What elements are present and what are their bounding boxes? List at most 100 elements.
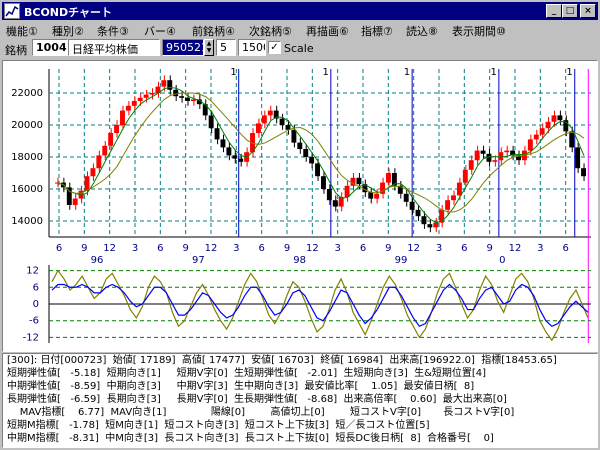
- candle-body: [332, 200, 338, 207]
- candle-body: [350, 177, 356, 186]
- toolbar: 銘柄 1004 日経平均株価 950521 ▲▼ 5 1500 ✓ Scale: [2, 38, 598, 58]
- moving-average-line: [57, 92, 585, 213]
- candle-body: [338, 197, 344, 207]
- indicator-line: [51, 269, 589, 342]
- candle-body: [161, 80, 167, 87]
- candle-body: [185, 97, 190, 101]
- candle-body: [492, 160, 498, 162]
- month-tick-label: 12: [509, 243, 522, 254]
- signal-marker-label: 1: [490, 67, 496, 78]
- candle-body: [250, 133, 255, 153]
- menu-item-redraw[interactable]: 再描画⑥: [306, 25, 349, 38]
- menu-item-next-stock[interactable]: 次銘柄⑤: [249, 25, 292, 38]
- candle-body: [362, 184, 368, 193]
- candle-body: [238, 158, 244, 162]
- month-tick-label: 3: [537, 243, 543, 254]
- date-spinner[interactable]: ▲ ▼: [204, 39, 214, 56]
- price-tick-label: 22000: [11, 88, 43, 99]
- indicator-tick-label: 6: [33, 282, 39, 293]
- date-field[interactable]: 950521: [162, 39, 204, 56]
- candle-body: [78, 190, 84, 199]
- candle-body: [220, 139, 226, 148]
- menu-item-condition[interactable]: 条件③: [97, 25, 129, 38]
- month-tick-label: 6: [461, 243, 467, 254]
- maximize-button[interactable]: □: [562, 4, 578, 18]
- candle-body: [190, 99, 196, 101]
- minimize-button[interactable]: _: [546, 4, 562, 18]
- menu-item-function[interactable]: 機能①: [6, 25, 38, 38]
- candle-body: [326, 189, 332, 201]
- candle-body: [380, 182, 386, 194]
- candle-body: [439, 209, 445, 223]
- candle-body: [84, 176, 90, 191]
- candle-body: [291, 129, 297, 143]
- candle-body: [563, 120, 569, 132]
- candle-body: [539, 128, 545, 135]
- menu-item-display-period[interactable]: 表示期間⑩: [452, 25, 506, 38]
- chart-panel[interactable]: 22000 20000 18000 16000 14000 6 9 12 3 6 9 12 3 6 9 12 3…: [2, 60, 598, 352]
- candle-body: [516, 155, 521, 161]
- candle-body: [409, 201, 415, 210]
- status-line-6: 短期M指標[ -1.78] 短M向き[1] 短コスト向き[3] 短コスト上下抜[…: [7, 420, 430, 431]
- stock-label: 銘柄: [5, 44, 27, 57]
- candle-body: [391, 173, 397, 186]
- signal-marker-label: 1: [566, 67, 572, 78]
- status-line-2: 短期弾性値[ -5.18] 短期向き[1] 短期V字[0] 生短期弾性値[ -2…: [7, 368, 487, 379]
- candle-body: [309, 157, 315, 164]
- candle-body: [368, 192, 374, 199]
- stock-name-field[interactable]: 日経平均株価: [68, 39, 160, 56]
- candle-body: [232, 155, 238, 159]
- close-button[interactable]: ×: [580, 4, 596, 18]
- month-tick-label: 12: [205, 243, 218, 254]
- candle-body: [114, 125, 120, 133]
- span-field[interactable]: 5: [216, 39, 236, 56]
- month-tick-label: 12: [306, 243, 319, 254]
- price-tick-label: 14000: [11, 216, 43, 227]
- menu-item-prev-stock[interactable]: 前銘柄④: [192, 25, 235, 38]
- stock-code-field[interactable]: 1004: [32, 39, 68, 56]
- status-panel: [300]: 日付[000723] 始値[ 17189] 高値[ 17477] …: [2, 353, 598, 448]
- candle-body: [167, 80, 173, 90]
- menu-item-bar[interactable]: バー④: [144, 25, 176, 38]
- candle-body: [557, 115, 563, 121]
- candle-body: [545, 121, 551, 129]
- candle-body: [551, 115, 557, 122]
- candle-body: [226, 147, 232, 156]
- menu-item-indicator[interactable]: 指標⑦: [361, 25, 393, 38]
- menu-item-type[interactable]: 種別②: [52, 25, 84, 38]
- month-tick-label: 9: [486, 243, 492, 254]
- candle-body: [403, 193, 409, 202]
- year-label: 98: [293, 255, 306, 266]
- scale-checkbox[interactable]: ✓: [268, 41, 281, 54]
- month-tick-label: 9: [385, 243, 391, 254]
- window-title: BCONDチャート: [24, 6, 113, 19]
- candle-body: [468, 160, 474, 170]
- price-tick-label: 18000: [11, 152, 43, 163]
- candle-body: [214, 128, 220, 140]
- month-tick-label: 6: [258, 243, 264, 254]
- candle-body: [173, 89, 179, 97]
- indicator-line: [51, 283, 589, 328]
- candle-body: [527, 139, 533, 151]
- candle-body: [569, 131, 575, 148]
- candle-body: [356, 177, 362, 185]
- candle-body: [108, 133, 114, 146]
- candle-body: [386, 173, 391, 183]
- scale-label: Scale: [284, 42, 314, 55]
- candle-body: [581, 168, 586, 177]
- month-tick-label: 9: [182, 243, 188, 254]
- candle-body: [131, 101, 137, 106]
- candle-body: [451, 195, 456, 201]
- count-field[interactable]: 1500: [238, 39, 266, 56]
- candle-body: [510, 150, 516, 156]
- candle-body: [498, 152, 504, 161]
- month-tick-label: 6: [360, 243, 366, 254]
- candle-body: [155, 86, 161, 93]
- candle-body: [137, 97, 143, 101]
- menu-item-load[interactable]: 読込⑧: [406, 25, 438, 38]
- candle-body: [321, 176, 326, 189]
- indicator-tick-label: -6: [29, 316, 39, 327]
- month-tick-label: 3: [334, 243, 340, 254]
- candle-body: [279, 118, 285, 125]
